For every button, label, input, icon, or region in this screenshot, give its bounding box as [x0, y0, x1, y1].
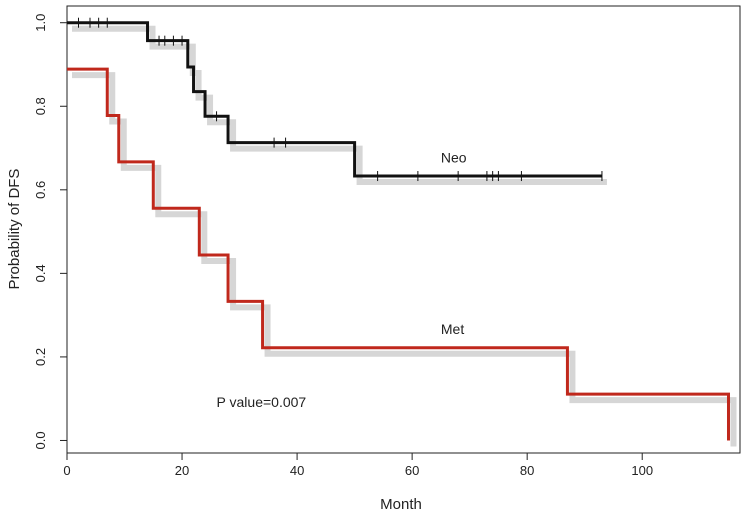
met-curve — [67, 67, 730, 441]
x-tick-label: 100 — [631, 463, 653, 478]
x-tick-label: 40 — [290, 463, 304, 478]
x-tick-label: 20 — [175, 463, 189, 478]
y-tick-label: 1.0 — [33, 14, 48, 32]
annotation-layer: Neo Met P value=0.007 — [217, 150, 467, 410]
annotation-label: Neo — [441, 150, 467, 166]
y-axis-title: Probability of DFS — [6, 169, 23, 290]
x-tick-label: 0 — [63, 463, 70, 478]
series-layer — [67, 17, 737, 447]
x-tick-label: 60 — [405, 463, 419, 478]
annotation-label: Met — [441, 321, 464, 337]
y-tick-label: 0.6 — [33, 181, 48, 199]
x-axis-title: Month — [380, 496, 422, 513]
axes: 0 20 40 60 80 100 0.0 0.2 0.4 0.6 0.8 1.0 — [33, 14, 653, 478]
y-tick-label: 0.0 — [33, 431, 48, 449]
x-tick-label: 80 — [520, 463, 534, 478]
plot-frame — [66, 5, 741, 454]
y-tick-label: 0.2 — [33, 348, 48, 366]
y-tick-label: 0.8 — [33, 97, 48, 115]
neo-curve — [67, 21, 602, 178]
annotation-label: P value=0.007 — [217, 394, 307, 410]
met-shadow — [72, 72, 737, 447]
y-tick-label: 0.4 — [33, 264, 48, 282]
neo-shadow — [72, 25, 607, 186]
